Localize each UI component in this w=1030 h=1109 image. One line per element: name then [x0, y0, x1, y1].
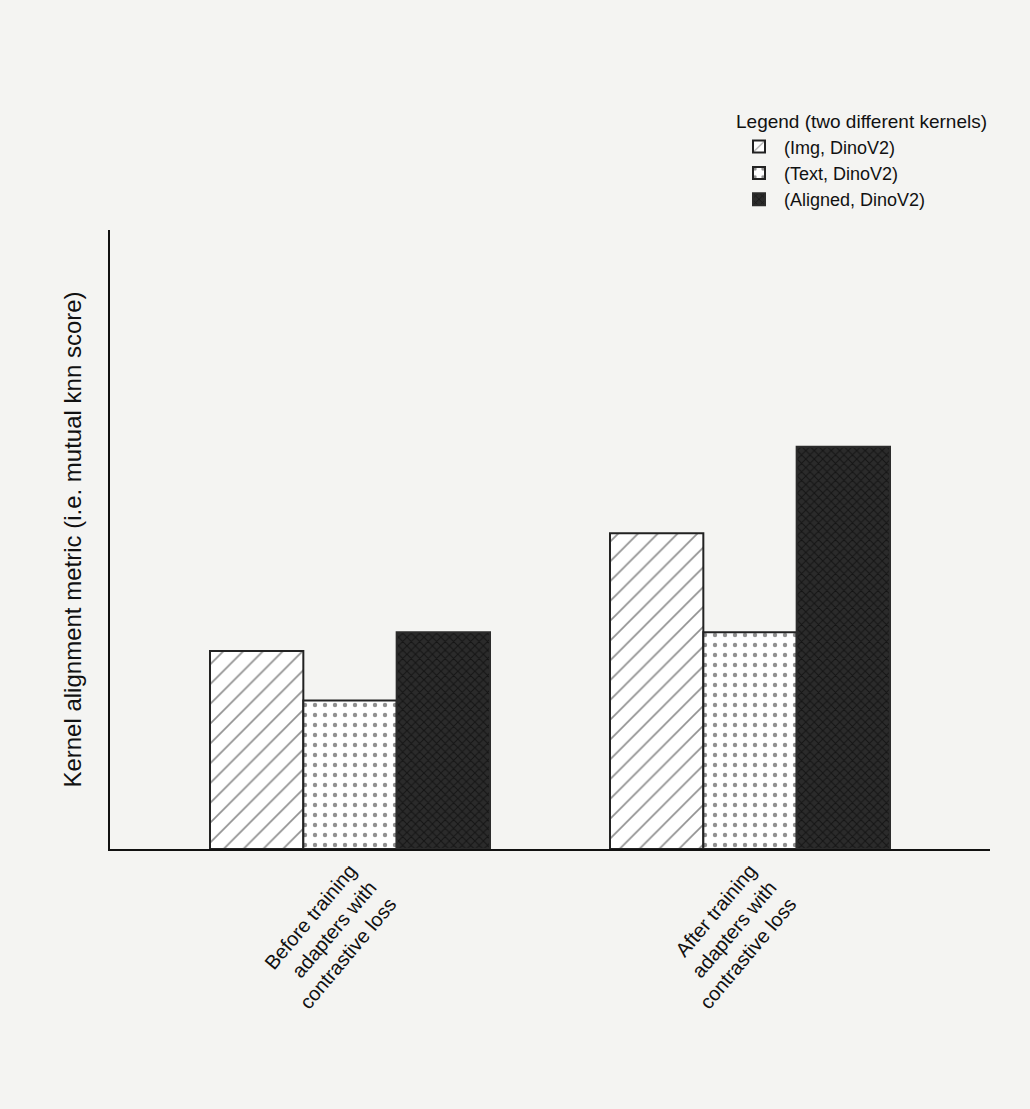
svg-text:Kernel alignment metric (i.e.: Kernel alignment metric (i.e. mutual knn…: [59, 291, 86, 787]
svg-text:Before trainingadapters withco: Before trainingadapters withcontrastive …: [255, 860, 400, 1013]
svg-text:Legend (two different kernels): Legend (two different kernels): [736, 111, 987, 132]
svg-text:(Img, DinoV2): (Img, DinoV2): [784, 138, 895, 158]
svg-text:(Aligned, DinoV2): (Aligned, DinoV2): [784, 190, 925, 210]
svg-text:(Text, DinoV2): (Text, DinoV2): [784, 164, 898, 184]
svg-text:After trainingadapters withcon: After trainingadapters withcontrastive l…: [655, 860, 800, 1013]
